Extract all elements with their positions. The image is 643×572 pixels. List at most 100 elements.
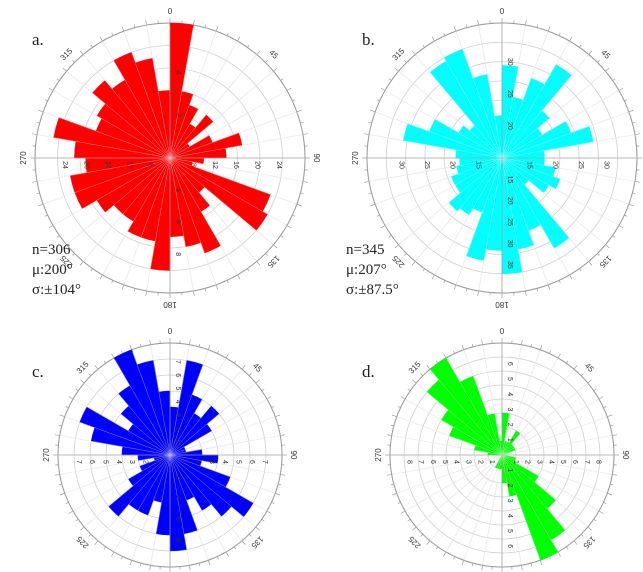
degree-tick [80, 526, 85, 531]
degree-tick [133, 288, 136, 292]
degree-tick [407, 518, 411, 522]
degree-tick [286, 87, 292, 91]
radial-tick-label: 5 [441, 460, 448, 464]
petal-divider [169, 134, 301, 159]
degree-tick [75, 388, 79, 392]
angle-label: 45 [599, 48, 612, 61]
degree-tick [607, 414, 613, 418]
petal-divider [377, 157, 503, 204]
degree-tick [36, 192, 40, 195]
petal-divider [501, 370, 573, 456]
degree-tick [237, 274, 241, 280]
petal-divider [39, 134, 171, 159]
degree-tick [453, 556, 455, 560]
petal-divider [169, 346, 190, 456]
degree-tick [618, 225, 624, 229]
petal-divider [169, 157, 256, 260]
angle-label: 315 [59, 46, 75, 62]
degree-tick [612, 434, 618, 436]
petal-divider [501, 157, 627, 204]
petal-divider [169, 351, 208, 456]
petal-divider [501, 435, 611, 456]
angle-label: 180 [163, 300, 177, 309]
radial-tick-label: 6 [506, 362, 513, 366]
degree-tick [215, 284, 219, 290]
degree-tick [593, 388, 597, 392]
petal-divider [417, 384, 503, 456]
degree-tick [380, 87, 386, 91]
degree-tick [530, 343, 533, 347]
degree-tick [525, 290, 527, 296]
degree-tick [256, 261, 261, 266]
degree-tick [443, 551, 447, 557]
petal-divider [74, 399, 171, 456]
degree-tick [634, 181, 640, 183]
petal-divider [55, 91, 171, 159]
degree-tick [56, 235, 60, 238]
degree-tick [38, 109, 44, 113]
radial-tick-label: 8 [595, 460, 602, 464]
degree-tick [207, 344, 211, 350]
petal-divider [124, 33, 171, 159]
degree-tick [394, 244, 399, 249]
degree-tick [580, 533, 584, 537]
petal-divider [501, 399, 598, 456]
degree-tick [364, 133, 370, 135]
degree-tick [407, 388, 411, 392]
degree-tick [610, 483, 614, 486]
degree-tick [453, 284, 457, 290]
degree-tick [261, 518, 265, 522]
radial-tick-label: 2 [195, 460, 202, 464]
petal-divider [103, 43, 171, 159]
angle-label: 0 [500, 7, 505, 16]
degree-tick [280, 434, 286, 436]
angle-label: 225 [74, 534, 90, 550]
petal-divider [435, 43, 503, 159]
petal-divider [169, 454, 266, 511]
degree-tick [280, 235, 284, 238]
degree-tick [477, 290, 479, 296]
petal-divider [387, 157, 503, 225]
angle-label: 0 [500, 327, 505, 336]
degree-tick [139, 563, 142, 567]
angle-label: 135 [249, 534, 265, 550]
degree-tick [56, 78, 60, 81]
radial-tick-label: 8 [174, 252, 181, 256]
degree-tick [292, 99, 296, 102]
angle-label: 0 [168, 327, 173, 336]
degree-tick [370, 109, 376, 113]
radial-tick-label: 20 [506, 197, 513, 205]
degree-tick [103, 546, 107, 550]
degree-tick [48, 87, 54, 91]
petal-divider [169, 33, 216, 159]
petal-divider [501, 454, 540, 559]
radial-tick-label: 4 [115, 460, 122, 464]
angle-label: 180 [495, 300, 509, 309]
degree-tick [481, 339, 483, 345]
radial-tick-label: 20 [506, 122, 513, 130]
radial-tick-label: 6 [248, 460, 255, 464]
degree-tick [558, 32, 561, 36]
degree-tick [431, 36, 435, 42]
petal-divider [501, 43, 569, 159]
degree-tick [266, 396, 272, 400]
degree-tick [65, 502, 69, 504]
petal-divider [387, 91, 503, 159]
degree-tick [386, 434, 392, 436]
degree-tick [247, 44, 250, 48]
stat-n: n=306 [32, 242, 71, 258]
degree-tick [58, 424, 62, 427]
petal-divider [114, 359, 171, 456]
radial-tick-label: 5 [506, 529, 513, 533]
petal-divider [169, 112, 295, 159]
radial-tick-label: 7 [75, 460, 82, 464]
degree-tick [368, 192, 372, 195]
petal-divider [169, 454, 226, 551]
angle-label: 45 [251, 361, 264, 374]
radial-tick-label: 7 [583, 460, 590, 464]
radial-tick-label: 1 [512, 460, 519, 464]
degree-tick [65, 406, 69, 408]
radial-tick-label: 3 [465, 460, 472, 464]
degree-tick [189, 565, 191, 571]
degree-tick [261, 388, 265, 392]
